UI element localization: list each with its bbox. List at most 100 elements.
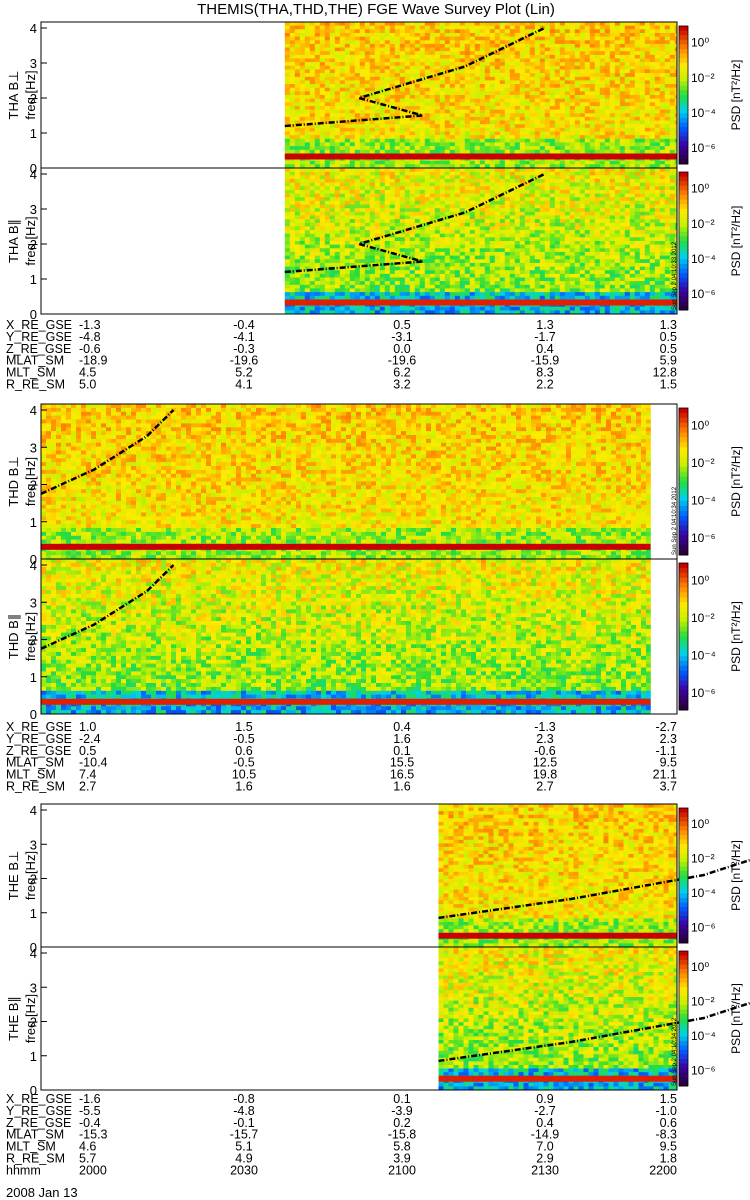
heatmap-cell <box>329 65 336 70</box>
heatmap-cell <box>319 259 326 264</box>
heatmap-cell <box>319 33 326 37</box>
heatmap-cell <box>579 62 586 67</box>
heatmap-cell <box>314 146 321 151</box>
heatmap-cell <box>549 62 556 67</box>
heatmap-cell <box>384 65 391 70</box>
heatmap-cell <box>289 106 296 110</box>
heatmap-cell <box>369 47 376 52</box>
heatmap-cell <box>584 98 591 103</box>
heatmap-cell <box>344 226 351 231</box>
heatmap-cell <box>409 292 416 297</box>
heatmap-cell <box>494 146 501 151</box>
heatmap-cell <box>299 109 306 114</box>
heatmap-cell <box>384 149 391 154</box>
heatmap-cell <box>599 116 606 121</box>
heatmap-cell <box>639 43 646 48</box>
heatmap-cell <box>459 116 466 121</box>
heatmap-cell <box>504 124 511 129</box>
heatmap-cell <box>439 146 446 151</box>
heatmap-cell <box>314 211 321 216</box>
heatmap-cell <box>474 226 481 231</box>
heatmap-cell <box>624 146 631 151</box>
heatmap-cell <box>444 251 451 256</box>
heatmap-cell <box>434 186 441 191</box>
heatmap-cell <box>384 189 391 194</box>
heatmap-cell <box>304 197 311 202</box>
heatmap-cell <box>549 135 556 140</box>
heatmap-cell <box>644 120 651 125</box>
heatmap-cell <box>384 146 391 151</box>
heatmap-cell <box>414 306 421 311</box>
heatmap-cell <box>544 120 551 125</box>
heatmap-cell <box>554 149 561 154</box>
heatmap-cell <box>329 208 336 213</box>
heatmap-cell <box>344 142 351 147</box>
heatmap-cell <box>464 76 471 81</box>
heatmap-cell <box>359 109 366 114</box>
heatmap-cell <box>304 255 311 260</box>
heatmap-cell <box>404 295 411 300</box>
heatmap-cell <box>464 288 471 293</box>
heatmap-cell <box>384 138 391 143</box>
heatmap-cell <box>359 244 366 249</box>
heatmap-cell <box>309 36 316 41</box>
heatmap-cell <box>494 273 501 278</box>
heatmap-cell <box>459 87 466 92</box>
heatmap-cell <box>599 69 606 74</box>
heatmap-cell <box>289 270 296 275</box>
heatmap-cell <box>294 62 301 67</box>
heatmap-cell <box>479 306 486 311</box>
heatmap-cell <box>374 43 381 48</box>
heatmap-cell <box>564 102 571 107</box>
colorbar-tick-label: 10⁻² <box>691 71 715 85</box>
heatmap-cell <box>539 29 546 34</box>
heatmap-cell <box>374 142 381 147</box>
heatmap-cell <box>479 127 486 132</box>
heatmap-cell <box>404 189 411 194</box>
heatmap-cell <box>389 73 396 78</box>
heatmap-cell <box>479 204 486 209</box>
heatmap-cell <box>434 164 441 169</box>
heatmap-cell <box>344 116 351 121</box>
heatmap-cell <box>359 237 366 242</box>
heatmap-cell <box>494 131 501 136</box>
heatmap-cell <box>454 40 461 45</box>
heatmap-cell <box>459 58 466 63</box>
heatmap-cell <box>434 84 441 88</box>
heatmap-cell <box>604 138 611 143</box>
heatmap-cell <box>529 87 536 92</box>
heatmap-cell <box>344 51 351 56</box>
heatmap-cell <box>284 87 291 92</box>
heatmap-cell <box>409 222 416 227</box>
heatmap-cell <box>539 91 546 96</box>
heatmap-cell <box>374 120 381 125</box>
heatmap-cell <box>389 255 396 260</box>
heatmap-cell <box>299 186 306 191</box>
heatmap-cell <box>614 160 621 165</box>
heatmap-cell <box>329 102 336 107</box>
heatmap-cell <box>324 186 331 191</box>
heatmap-cell <box>639 149 646 154</box>
heatmap-cell <box>589 109 596 114</box>
heatmap-cell <box>419 116 426 121</box>
heatmap-cell <box>454 284 461 289</box>
heatmap-cell <box>654 164 661 169</box>
heatmap-cell <box>444 91 451 96</box>
heatmap-cell <box>464 51 471 56</box>
heatmap-cell <box>354 149 361 154</box>
heatmap-cell <box>399 230 406 235</box>
heatmap-cell <box>599 98 606 103</box>
heatmap-cell <box>614 84 621 88</box>
heatmap-cell <box>284 189 291 194</box>
heatmap-cell <box>584 22 591 26</box>
heatmap-cell <box>299 211 306 216</box>
heatmap-cell <box>619 47 626 52</box>
heatmap-cell <box>314 131 321 136</box>
heatmap-cell <box>549 40 556 45</box>
heatmap-cell <box>389 43 396 48</box>
heatmap-cell <box>299 102 306 107</box>
heatmap-cell <box>479 124 486 129</box>
heatmap-cell <box>509 120 516 125</box>
heatmap-cell <box>389 164 396 169</box>
heatmap-cell <box>399 186 406 191</box>
